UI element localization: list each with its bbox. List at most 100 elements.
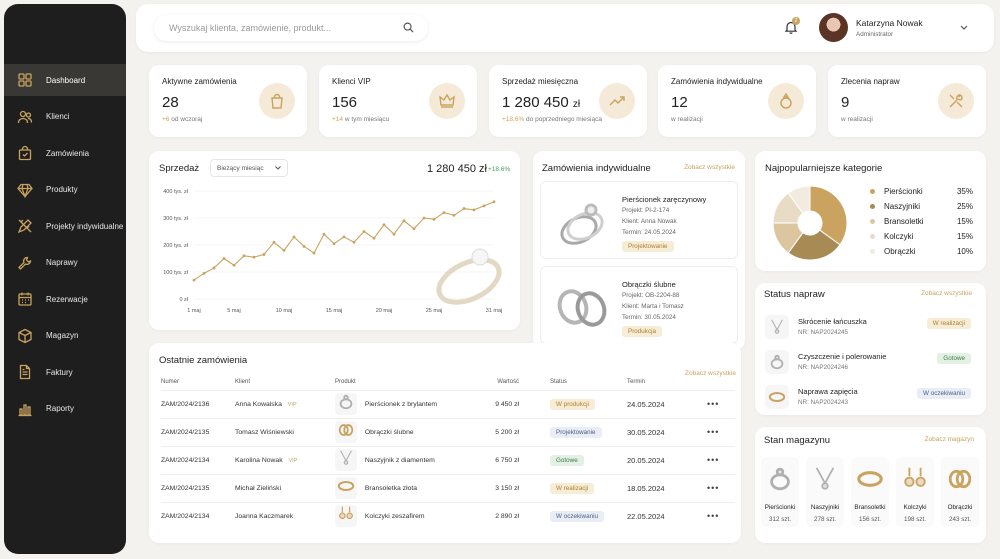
user-name: Katarzyna Nowak [856,18,923,28]
order-value: 9 450 zł [461,389,537,418]
repair-item[interactable]: Skrócenie łańcuszka NR: NAP2024245 W rea… [765,309,971,344]
order-term: 20.05.2024 [627,445,707,474]
sidebar-nav: Dashboard Klienci Zamówienia Produkty Pr… [4,64,126,429]
diamond-icon [17,183,33,198]
status-badge: W realizacji [926,318,971,329]
see-all-link[interactable]: Zobacz magazyn [924,436,975,443]
table-row[interactable]: ZAM/2024/2135 Michał Zieliński Bransolet… [161,473,735,502]
sidebar-item-produkty[interactable]: Produkty [4,174,126,206]
vip-badge: VIP [288,457,298,464]
sidebar-item-faktury[interactable]: Faktury [4,356,126,388]
more-actions-icon[interactable]: ••• [707,389,735,418]
repair-number: NR: NAP2024246 [798,364,849,371]
individual-order-item[interactable]: Pierścionek zaręczynowy Projekt: PI-2-17… [540,181,738,259]
data-point [332,242,336,246]
sidebar-item-label: Dashboard [46,75,86,85]
data-point [462,207,466,210]
stock-item[interactable]: Naszyjniki 278 szt. [806,457,844,527]
legend-swatch [870,219,875,224]
repair-item[interactable]: Czyszczenie i polerowanie NR: NAP2024246… [765,344,971,379]
project-number: Projekt: OB-2204-88 [622,292,680,299]
data-point [452,213,456,217]
more-actions-icon[interactable]: ••• [707,473,735,502]
more-actions-icon[interactable]: ••• [707,445,735,474]
stock-item[interactable]: Pierścionki 312 szt. [761,457,799,527]
kpi-title: Zamówienia indywidualne [671,77,763,86]
y-tick-label: 100 tys. zł [163,270,189,276]
stock-thumbnail [766,465,794,495]
order-value: 6 750 zł [461,445,537,474]
repair-thumbnail [765,384,789,409]
donut-slice [809,185,848,246]
legend-swatch [870,204,875,209]
y-tick-label: 400 tys. zł [163,189,189,195]
stock-item[interactable]: Kolczyki 198 szt. [896,457,934,527]
legend-item: Pierścionki 35% [870,184,973,199]
product-thumbnail [335,393,357,415]
see-all-link[interactable]: Zobacz wszystkie [685,370,736,377]
stock-item[interactable]: Bransoletki 156 szt. [851,457,889,527]
repair-item[interactable]: Naprawa zapięcia NR: NAP2024243 W oczeki… [765,379,971,414]
y-tick-label: 0 zł [179,297,188,303]
individual-order-item[interactable]: Obrączki ślubne Projekt: OB-2204-88 Klie… [540,266,738,344]
bag-icon [18,145,32,161]
table-row[interactable]: ZAM/2024/2136 Anna Kowalska VIP Pierścio… [161,389,735,418]
table-row[interactable]: ZAM/2024/2135 Tomasz Wiśniewski Obrączki… [161,417,735,446]
sidebar-item-label: Zamówienia [46,148,90,158]
individual-order-name: Obrączki ślubne [622,280,676,289]
legend-label: Kolczyki [884,232,914,241]
repairs-card: Status napraw Zobacz wszystkie Skrócenie… [755,283,986,415]
sidebar-item-dashboard[interactable]: Dashboard [4,64,126,96]
kpi-card-repairs[interactable]: Zlecenia napraw 9 w realizacji [828,65,986,137]
legend-label: Obrączki [884,247,916,256]
stock-name: Pierścionki [764,504,796,511]
notification-button[interactable]: 2 [784,17,800,36]
col-header-actions [707,374,735,390]
tools-icon [938,83,974,119]
more-actions-icon[interactable]: ••• [707,417,735,446]
sidebar-item-magazyn[interactable]: Magazyn [4,320,126,352]
sidebar-item-rezerwacje[interactable]: Rezerwacje [4,283,126,315]
more-actions-icon[interactable]: ••• [707,501,735,530]
kpi-card-individual-orders[interactable]: Zamówienia indywidualne 12 w realizacji [658,65,816,137]
categories-legend: Pierścionki 35% Naszyjniki 25% Bransoletki 15… [870,184,973,259]
data-point [472,208,476,212]
search-input[interactable]: Wyszukaj klienta, zamówienie, produkt... [154,15,428,41]
order-client: Anna Kowalska VIP [235,389,335,418]
sidebar-item-raporty[interactable]: Raporty [4,393,126,425]
legend-percent: 15% [956,232,973,241]
avatar[interactable] [819,13,848,42]
users-icon [17,110,33,123]
repair-name: Skrócenie łańcuszka [798,317,867,326]
x-tick-label: 20 maj [376,308,393,314]
individual-order-name: Pierścionek zaręczynowy [622,195,707,204]
stock-item[interactable]: Obrączki 243 szt. [941,457,979,527]
data-point [222,257,226,260]
order-status: W realizacji [537,473,627,502]
period-select[interactable]: Bieżący miesiąc [210,159,288,177]
table-row[interactable]: ZAM/2024/2134 Joanna Kaczmarek Kolczyki … [161,501,735,530]
data-point [232,263,236,267]
see-all-link[interactable]: Zobacz wszystkie [921,290,972,297]
donut-slice [787,229,841,261]
sidebar-item-projekty[interactable]: Projekty indywidualne [4,210,126,242]
legend-swatch [870,249,875,254]
kpi-card-monthly-sales[interactable]: Sprzedaż miesięczna 1 280 450 zł +18,6% … [489,65,647,137]
repairs-list: Skrócenie łańcuszka NR: NAP2024245 W rea… [765,309,971,414]
search-icon[interactable] [403,22,414,33]
order-client: Tomasz Wiśniewski [235,417,335,446]
legend-item: Naszyjniki 25% [870,199,973,214]
categories-donut-chart [772,185,848,261]
search-placeholder: Wyszukaj klienta, zamówienie, produkt... [169,23,331,33]
kpi-card-vip-clients[interactable]: Klienci VIP 156 +14 w tym miesiącu [319,65,477,137]
sidebar-item-naprawy[interactable]: Naprawy [4,247,126,279]
kpi-card-active-orders[interactable]: Aktywne zamówienia 28 +6 od wczoraj [149,65,307,137]
top-bar: Wyszukaj klienta, zamówienie, produkt...… [136,4,994,52]
stock-thumbnail [811,465,839,495]
table-row[interactable]: ZAM/2024/2134 Karolina Nowak VIP Naszyjn… [161,445,735,474]
chevron-down-icon[interactable] [960,25,968,31]
sidebar-item-klienci[interactable]: Klienci [4,101,126,133]
sidebar-item-zamowienia[interactable]: Zamówienia [4,137,126,169]
crown-icon [429,83,465,119]
see-all-link[interactable]: Zobacz wszystkie [684,164,735,171]
